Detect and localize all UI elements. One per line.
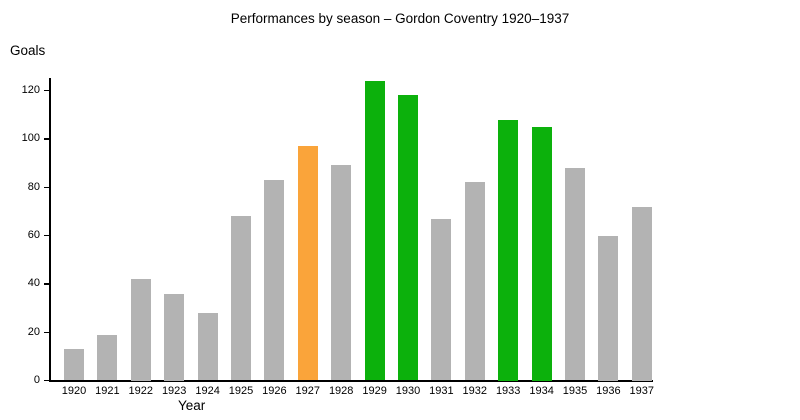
x-tick-label: 1922 [128, 384, 154, 397]
y-tick-label: 100 [21, 132, 40, 145]
bar-1931 [431, 218, 452, 381]
bar-1936 [598, 235, 619, 381]
y-tick-label: 0 [33, 374, 40, 386]
x-tick-label: 1937 [629, 384, 655, 397]
bar-1920 [64, 349, 84, 381]
bar-1934 [531, 126, 552, 381]
bar-1932 [464, 182, 485, 381]
y-tick-label: 20 [27, 325, 40, 338]
bar-1925 [231, 216, 251, 381]
bar-1937 [631, 206, 652, 381]
bar-1921 [97, 334, 118, 381]
y-axis-title: Goals [10, 43, 46, 58]
x-tick-label: 1924 [195, 384, 220, 397]
y-tick-mark [43, 89, 49, 92]
x-tick-label: 1932 [462, 384, 488, 397]
x-tick-label: 1920 [61, 384, 87, 397]
y-tick-mark [43, 234, 49, 237]
x-tick-label: 1921 [95, 384, 120, 397]
x-tick-label: 1935 [562, 384, 588, 397]
x-tick-label: 1928 [328, 384, 354, 397]
y-tick-label: 80 [27, 180, 40, 193]
x-tick-label: 1926 [262, 384, 287, 397]
bar-1923 [164, 293, 185, 381]
x-tick-label: 1929 [362, 384, 387, 397]
y-tick-mark [43, 379, 49, 382]
x-tick-label: 1934 [529, 384, 554, 397]
bar-1930 [398, 95, 418, 381]
bar-1933 [498, 119, 519, 381]
x-tick-label: 1933 [495, 384, 521, 397]
x-tick-label: 1936 [596, 384, 621, 397]
x-axis-line [49, 380, 653, 382]
y-tick-label: 40 [27, 277, 40, 290]
bar-1924 [197, 312, 218, 381]
x-tick-label: 1931 [429, 384, 454, 397]
x-tick-label: 1925 [228, 384, 254, 397]
y-tick-mark [43, 283, 49, 285]
y-tick-mark [43, 186, 49, 188]
x-tick-label: 1930 [395, 384, 421, 397]
y-tick-label: 60 [27, 229, 40, 241]
x-axis-title: Year [178, 398, 206, 413]
y-tick-label: 120 [21, 84, 40, 96]
x-tick-label: 1923 [161, 384, 187, 397]
bar-1926 [264, 179, 285, 381]
bar-1927 [297, 146, 318, 381]
bar-1929 [364, 80, 385, 381]
y-tick-mark [43, 331, 49, 333]
bar-1928 [331, 165, 352, 381]
bar-1922 [130, 279, 151, 381]
bar-1935 [565, 167, 585, 381]
chart-title: Performances by season – Gordon Coventry… [230, 11, 570, 26]
y-axis-line [49, 78, 51, 382]
x-tick-label: 1927 [295, 384, 321, 397]
y-tick-mark [43, 138, 49, 140]
